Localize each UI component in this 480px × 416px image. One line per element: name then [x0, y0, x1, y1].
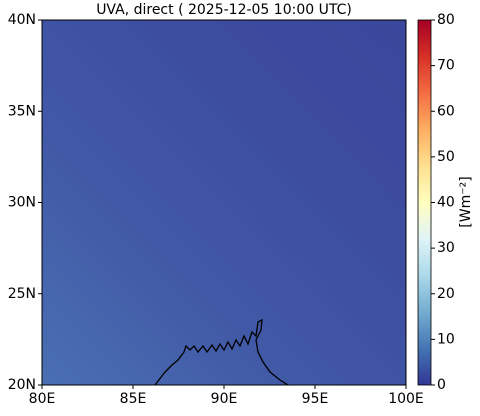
colorbar-tick-label: 40 — [437, 195, 455, 211]
x-tick-label: 100E — [388, 391, 424, 407]
x-tick-label: 90E — [211, 391, 238, 407]
y-tick-label: 35N — [8, 103, 36, 119]
map-area — [42, 20, 406, 385]
colorbar-tick-label: 60 — [437, 103, 455, 119]
y-tick-label: 25N — [8, 286, 36, 302]
colorbar-tick-label: 10 — [437, 331, 455, 347]
x-tick-label: 80E — [29, 391, 56, 407]
colorbar-tick-label: 20 — [437, 286, 455, 302]
uva-field — [42, 20, 406, 385]
y-tick-label: 40N — [8, 12, 36, 28]
colorbar-tick-label: 30 — [437, 240, 455, 256]
x-tick-label: 95E — [302, 391, 329, 407]
colorbar-label: [Wm⁻²] — [458, 176, 474, 227]
map-title: UVA, direct ( 2025-12-05 10:00 UTC) — [96, 2, 352, 18]
colorbar-tick-label: 70 — [437, 58, 455, 74]
colorbar-tick-label: 0 — [437, 377, 446, 393]
x-tick-label: 85E — [120, 391, 147, 407]
coastline — [154, 318, 289, 385]
y-tick-label: 20N — [8, 377, 36, 393]
colorbar-tick-label: 50 — [437, 149, 455, 165]
y-tick-label: 30N — [8, 195, 36, 211]
colorbar — [417, 19, 432, 386]
colorbar-tick-label: 80 — [437, 12, 455, 28]
